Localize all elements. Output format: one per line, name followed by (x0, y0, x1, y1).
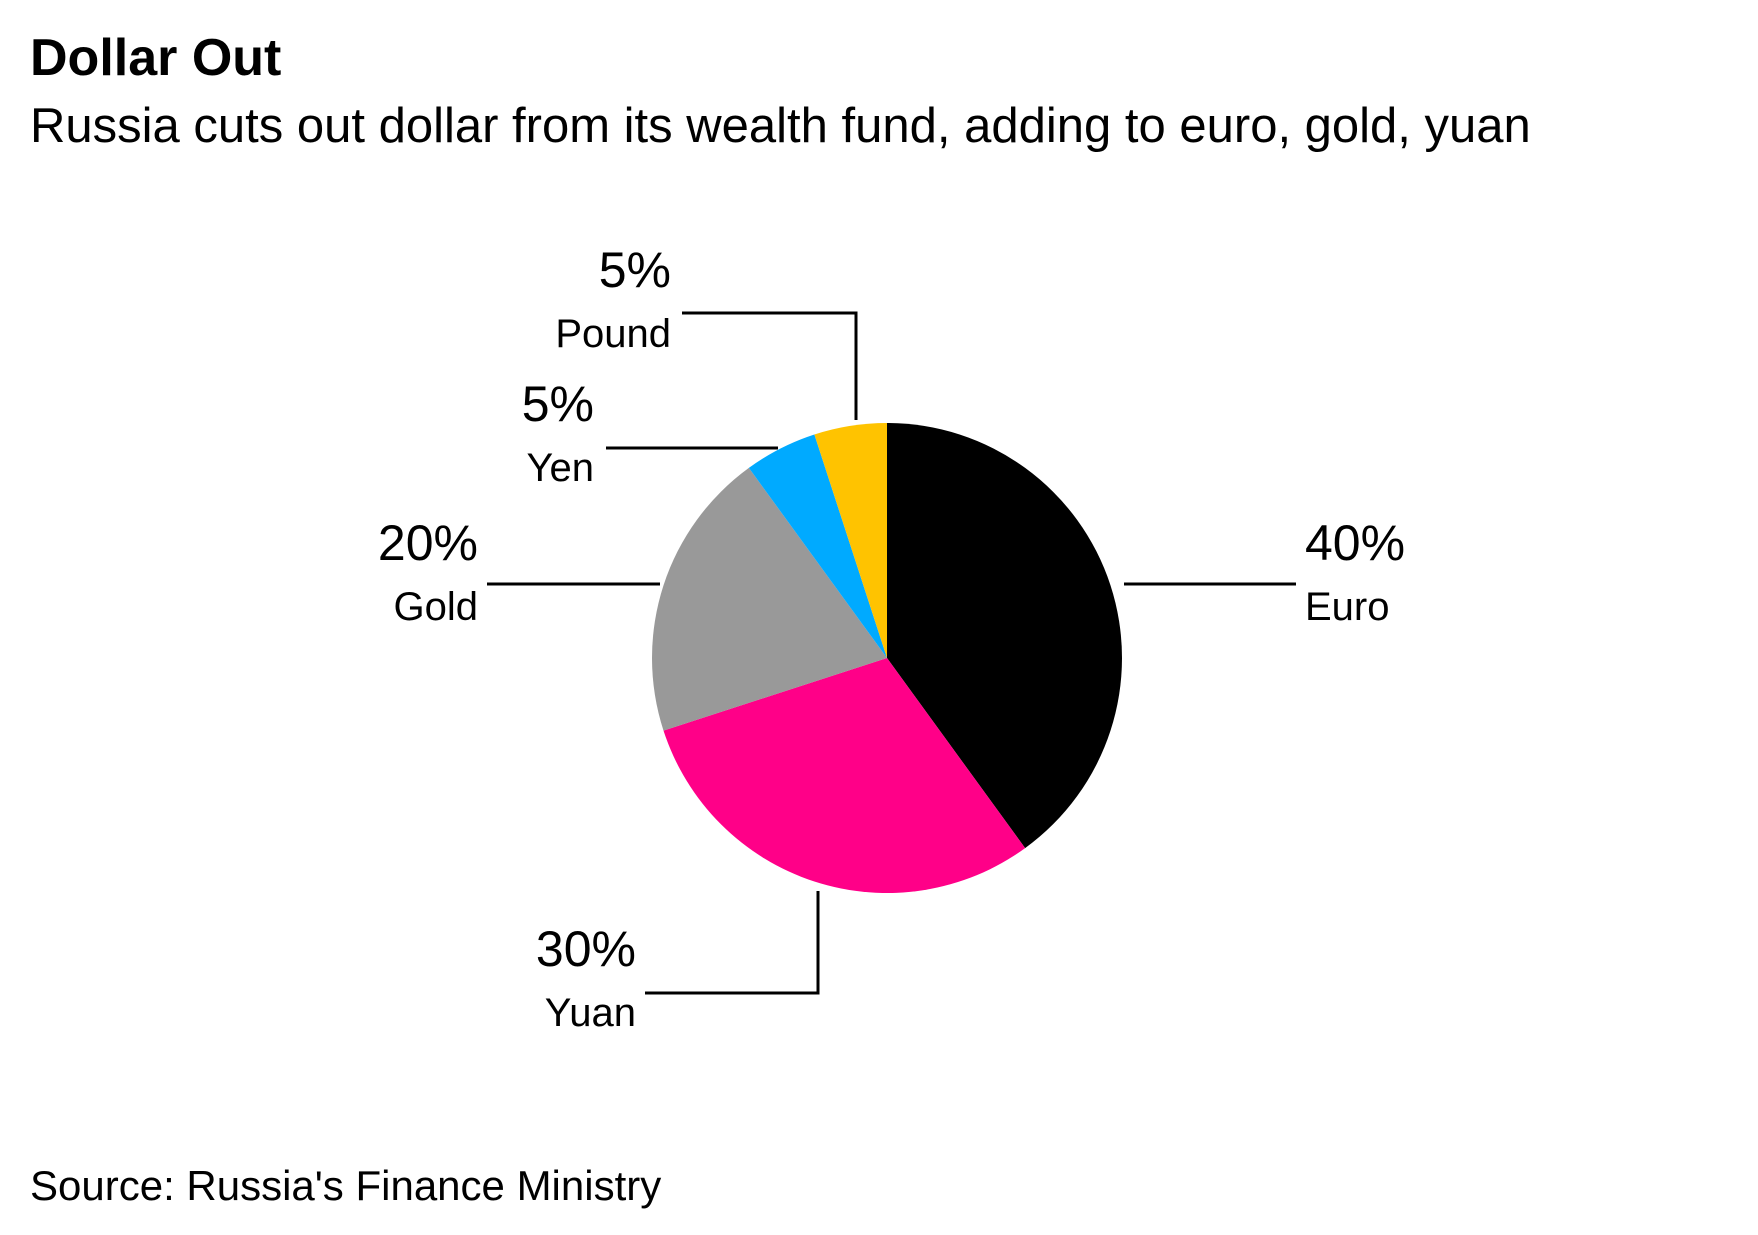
category-label-yuan: Yuan (545, 991, 636, 1035)
chart-subtitle: Russia cuts out dollar from its wealth f… (30, 99, 1531, 153)
category-label-pound: Pound (555, 312, 671, 356)
pie-slices (652, 423, 1122, 893)
pie-slice-yen (748, 434, 887, 658)
leader-line-yuan (645, 891, 820, 995)
pie-slice-gold (652, 467, 887, 731)
value-label-yen: 5% (522, 376, 594, 432)
value-label-pound: 5% (599, 242, 671, 298)
category-label-euro: Euro (1305, 585, 1390, 629)
pie-slice-yuan (663, 658, 1026, 893)
value-label-gold: 20% (378, 515, 478, 571)
category-label-yen: Yen (527, 446, 595, 490)
category-label-gold: Gold (394, 585, 479, 629)
pie-slice-pound (814, 423, 887, 658)
pie-slice-euro (887, 423, 1122, 849)
leader-lines (487, 311, 1296, 995)
leader-line-pound (682, 311, 858, 420)
value-label-euro: 40% (1305, 515, 1405, 571)
value-label-yuan: 30% (536, 921, 636, 977)
chart-source: Source: Russia's Finance Ministry (30, 1162, 662, 1209)
slice-labels: 40% Euro 30% Yuan 20% Gold 5% Yen 5% Pound (378, 242, 1405, 1035)
chart-title: Dollar Out (30, 29, 282, 87)
